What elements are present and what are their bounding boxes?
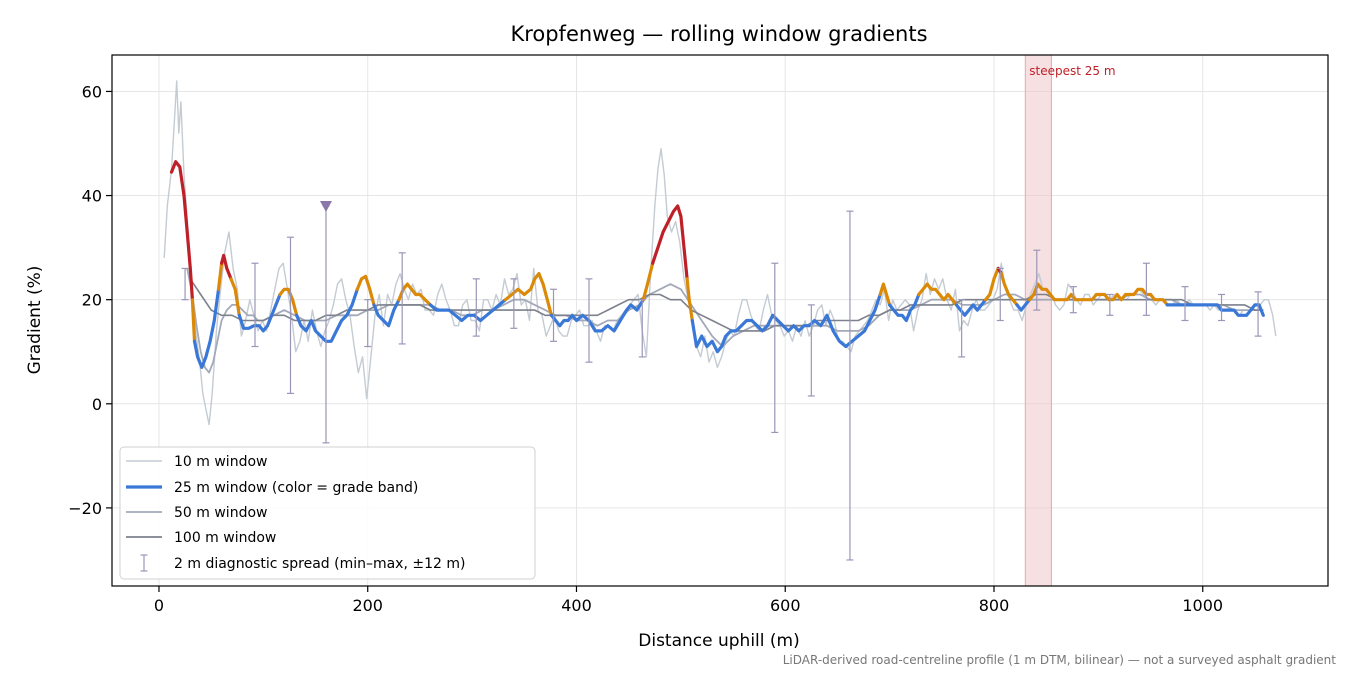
error-bar [1142,262,1150,316]
error-bar [846,210,854,561]
series-25m-segment [192,287,221,369]
series-25m-segment [1027,282,1169,307]
legend-label: 100 m window [174,530,276,546]
error-bar [181,267,189,301]
error-bar [1033,249,1041,311]
x-axis-title: Distance uphill (m) [638,631,799,651]
error-bar [510,278,518,329]
y-tick-label: 0 [92,395,102,414]
series-25m-segment [917,282,959,307]
series-25m-segment [355,274,376,307]
legend-entry-w10: 10 m window [126,454,267,470]
series-25m-segment [397,282,432,307]
footnote: LiDAR-derived road-centreline profile (1… [783,653,1337,667]
series-25m-segment [1015,298,1032,312]
legend-label: 25 m window (color = grade band) [174,480,418,496]
y-tick-label: 60 [82,82,102,101]
series-25m-segment [216,261,224,291]
x-tick-label: 1000 [1182,596,1223,615]
y-tick-label: 20 [82,291,102,310]
highlight-layer: steepest 25 m [1024,54,1116,587]
series-25m-segment [190,298,197,343]
axes-layer: 0 200 400 600 800 1000 −20 0 20 40 60 [68,54,1329,615]
series-25m-segment [999,272,1019,307]
legend-entry-w25: 25 m window (color = grade band) [126,480,418,496]
error-bar [1254,291,1262,337]
series-layer [163,80,1277,426]
legend-entry-w100: 100 m window [126,530,276,546]
series-25m-segment [169,160,194,302]
series-25m-segment [229,277,241,317]
y-tick-label: 40 [82,187,102,206]
error-bar [1106,293,1114,316]
series-25m-segment [1165,303,1265,317]
x-tick-label: 800 [979,596,1010,615]
steepest-annotation: steepest 25 m [1029,64,1115,78]
legend: 10 m window 25 m window (color = grade ba… [119,446,536,580]
error-bar [638,299,646,358]
legend-box [119,446,536,580]
y-axis-title: Gradient (%) [25,266,45,375]
series-10m-window [163,80,1277,426]
error-bar [958,299,966,358]
error-bar [364,299,372,348]
plot-frame [111,54,1329,587]
series-25m-segment [372,298,401,328]
error-bar [807,304,815,397]
series-25m-segment [503,272,554,317]
error-bar-layer [181,200,1262,561]
error-bar [251,262,259,348]
error-bar [585,278,593,363]
error-bar [1069,286,1077,314]
max-spread-marker [319,200,332,212]
series-50m-window [186,268,1264,374]
error-bar [1181,286,1189,322]
series-25m-segment [887,292,921,323]
series-25m-segment [641,261,655,302]
series-25m-segment [685,277,694,323]
legend-label: 2 m diagnostic spread (min–max, ±12 m) [174,556,465,572]
error-bar [472,278,480,337]
y-tick-label: −20 [68,499,102,518]
error-bar [771,262,779,434]
series-25m-segment [878,282,892,307]
error-bar [996,267,1004,322]
legend-entry-err: 2 m diagnostic spread (min–max, ±12 m) [140,554,465,572]
series-25m-segment [651,204,689,281]
x-tick-label: 600 [770,596,801,615]
legend-entry-w50: 50 m window [126,505,267,521]
x-tick-label: 400 [561,596,592,615]
error-bar [398,252,406,345]
error-bar [322,205,330,444]
series-25m-segment [690,292,882,354]
series-25m-window [169,160,1265,369]
error-bar [1218,293,1226,322]
chart-title: Kropfenweg — rolling window gradients [510,22,927,46]
x-tick-label: 0 [154,596,164,615]
x-tick-label: 200 [352,596,383,615]
series-25m-segment [983,266,1000,302]
series-25m-segment [237,292,282,333]
legend-label: 10 m window [174,454,267,470]
series-25m-segment [220,253,233,281]
series-25m-segment [428,298,508,323]
series-25m-segment [549,298,645,333]
series-25m-segment [278,287,299,317]
steepest-highlight-band [1024,54,1052,587]
error-bar [550,288,558,342]
error-bar [286,236,294,394]
legend-label: 50 m window [174,505,267,521]
